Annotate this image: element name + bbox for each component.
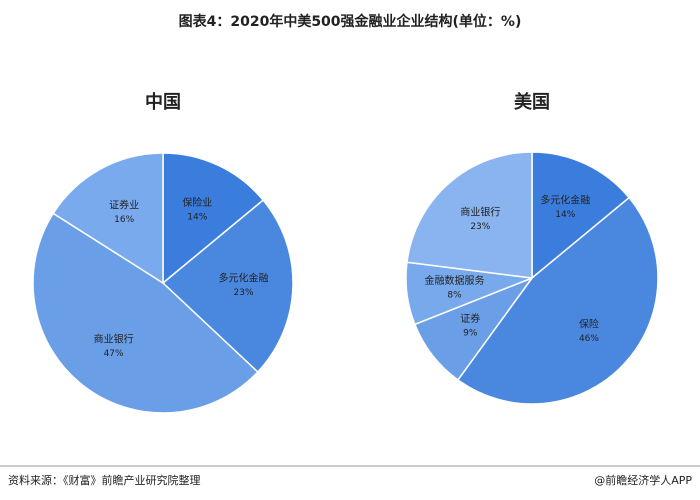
slice-label: 多元化金融 xyxy=(540,193,590,206)
page-title: 图表4：2020年中美500强金融业企业结构(单位：%) xyxy=(179,13,522,30)
chart-title: 中国 xyxy=(145,91,181,113)
chart-title: 美国 xyxy=(514,91,550,113)
slice-label: 证券 xyxy=(460,312,480,325)
value-label: 9% xyxy=(463,328,478,338)
pie-slice xyxy=(406,151,533,279)
pie-slice xyxy=(531,151,631,280)
value-label: 47% xyxy=(104,349,124,359)
pie-slice xyxy=(161,199,294,374)
slice-label: 证券业 xyxy=(109,198,139,211)
slice-label: 保险 xyxy=(579,317,599,330)
pie-slice xyxy=(52,152,164,285)
credit: @前瞻经济学人APP xyxy=(594,473,692,487)
pie-slice xyxy=(32,212,259,414)
value-label: 8% xyxy=(447,290,462,300)
value-label: 23% xyxy=(470,222,490,232)
slice-label: 商业银行 xyxy=(460,205,500,218)
slice-label: 商业银行 xyxy=(94,333,134,346)
value-label: 16% xyxy=(114,215,134,225)
slice-label: 金融数据服务 xyxy=(424,274,484,287)
pie-slice xyxy=(456,196,659,405)
value-label: 23% xyxy=(234,288,254,298)
pie-slice xyxy=(162,152,265,285)
slice-label: 多元化金融 xyxy=(219,272,269,285)
source: 资料来源：《财富》前瞻产业研究院整理 xyxy=(8,473,201,487)
value-label: 46% xyxy=(579,334,599,344)
slice-label: 保险业 xyxy=(182,196,212,209)
value-label: 14% xyxy=(555,210,575,220)
value-label: 14% xyxy=(187,213,207,223)
